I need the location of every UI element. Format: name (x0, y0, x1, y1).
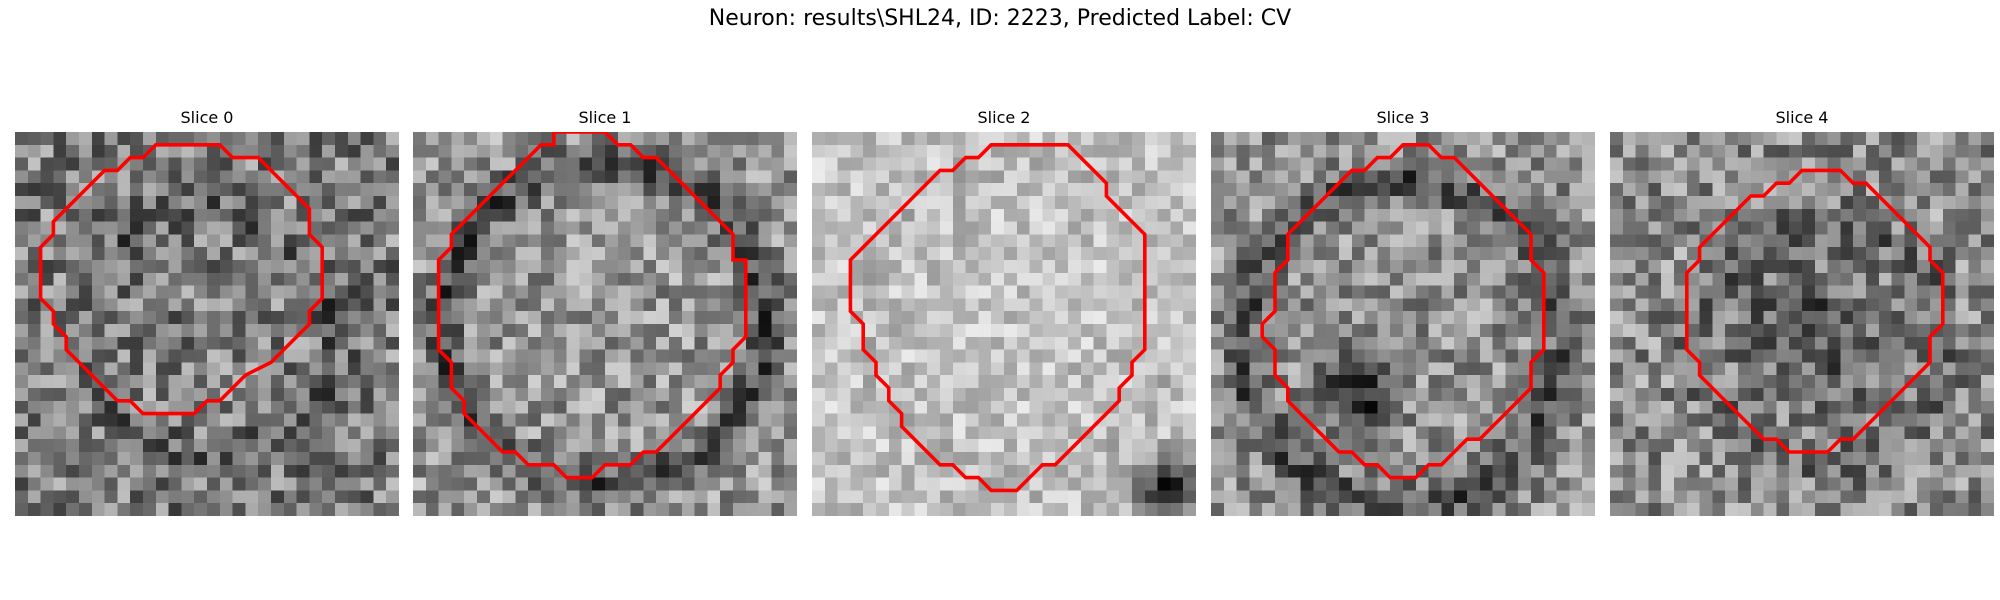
slice-panel-2: Slice 2 (812, 108, 1196, 520)
slice-title: Slice 4 (1775, 108, 1829, 127)
slice-image-1 (413, 132, 797, 516)
slice-title: Slice 3 (1376, 108, 1430, 127)
roi-contour (848, 143, 1147, 493)
slice-panel-4: Slice 4 (1610, 108, 1994, 520)
slice-panel-0: Slice 0 (15, 108, 399, 520)
slice-panel-1: Slice 1 (413, 108, 797, 520)
roi-contour (38, 143, 324, 416)
slice-title: Slice 2 (977, 108, 1031, 127)
slice-image-3 (1211, 132, 1595, 516)
roi-contour (436, 132, 748, 480)
slice-panel-3: Slice 3 (1211, 108, 1595, 520)
slice-image-0 (15, 132, 399, 516)
slice-title: Slice 1 (578, 108, 632, 127)
slice-image-2 (812, 132, 1196, 516)
figure-title: Neuron: results\SHL24, ID: 2223, Predict… (708, 6, 1292, 31)
slice-image-4 (1610, 132, 1994, 516)
roi-contour (1685, 168, 1945, 454)
slice-title: Slice 0 (180, 108, 234, 127)
roi-contour (1260, 143, 1546, 480)
